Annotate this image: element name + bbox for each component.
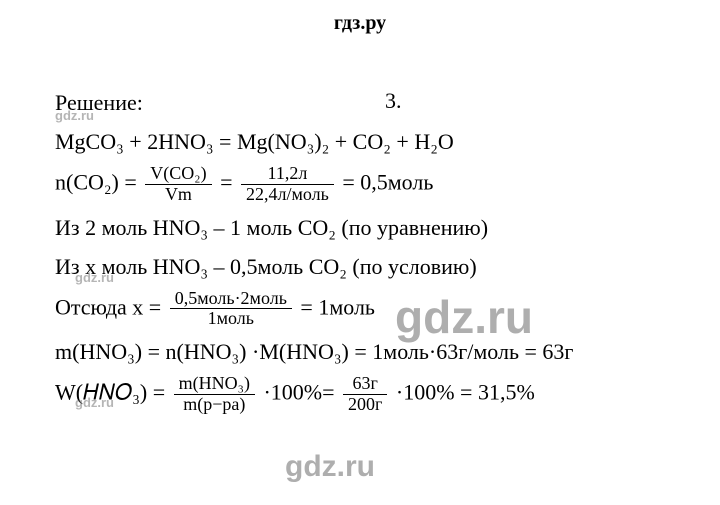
solution-content: Решение: MgCO₃ + 2HNO₃ = Mg(NO₃)₂ + CO₂ … bbox=[55, 80, 573, 421]
w-left: W(𝐻𝑁𝑂₃) = bbox=[55, 380, 165, 405]
solution-label: Решение: bbox=[55, 86, 573, 119]
site-header: гдз.ру bbox=[0, 0, 720, 35]
frac-num: 11,2л bbox=[241, 164, 334, 185]
ratio-line-2: Из x моль HNO₃ – 0,5моль CO₂ (по условию… bbox=[55, 250, 573, 283]
frac-den: Vm bbox=[145, 185, 211, 205]
frac-den: m(р−ра) bbox=[174, 395, 255, 415]
n-co2-result: = 0,5моль bbox=[342, 169, 433, 194]
frac-num: 63г bbox=[343, 374, 387, 395]
w-mid: ·100%= bbox=[263, 380, 334, 405]
frac-num: m(HNO₃) bbox=[174, 374, 255, 395]
frac-values: 11,2л 22,4л/моль bbox=[241, 164, 334, 205]
x-result: = 1моль bbox=[300, 294, 375, 319]
mass-line: m(HNO₃) = n(HNO₃) ·M(HNO₃) = 1моль·63г/м… bbox=[55, 335, 573, 368]
n-co2-left: n(CO₂) = bbox=[55, 169, 137, 194]
frac-w2: 63г 200г bbox=[343, 374, 387, 415]
frac-den: 22,4л/моль bbox=[241, 185, 334, 205]
frac-den: 200г bbox=[343, 395, 387, 415]
frac-num: V(CO₂) bbox=[145, 164, 211, 185]
frac-den: 1моль bbox=[170, 309, 292, 329]
frac-x: 0,5моль·2моль 1моль bbox=[170, 289, 292, 330]
x-line: Отсюда x = 0,5моль·2моль 1моль = 1моль bbox=[55, 289, 573, 330]
w-result: ·100% = 31,5% bbox=[396, 380, 535, 405]
frac-num: 0,5моль·2моль bbox=[170, 289, 292, 310]
x-left: Отсюда x = bbox=[55, 294, 161, 319]
ratio-line-1: Из 2 моль HNO₃ – 1 моль CO₂ (по уравнени… bbox=[55, 211, 573, 244]
frac-w1: m(HNO₃) m(р−ра) bbox=[174, 374, 255, 415]
w-line: W(𝐻𝑁𝑂₃) = m(HNO₃) m(р−ра) ·100%= 63г 200… bbox=[55, 374, 573, 415]
n-co2-line: n(CO₂) = V(CO₂) Vm = 11,2л 22,4л/моль = … bbox=[55, 164, 573, 205]
watermark-big: gdz.ru bbox=[285, 450, 375, 484]
chemical-equation: MgCO₃ + 2HNO₃ = Mg(NO₃)₂ + CO₂ + H₂O bbox=[55, 125, 573, 158]
frac-v-vm: V(CO₂) Vm bbox=[145, 164, 211, 205]
